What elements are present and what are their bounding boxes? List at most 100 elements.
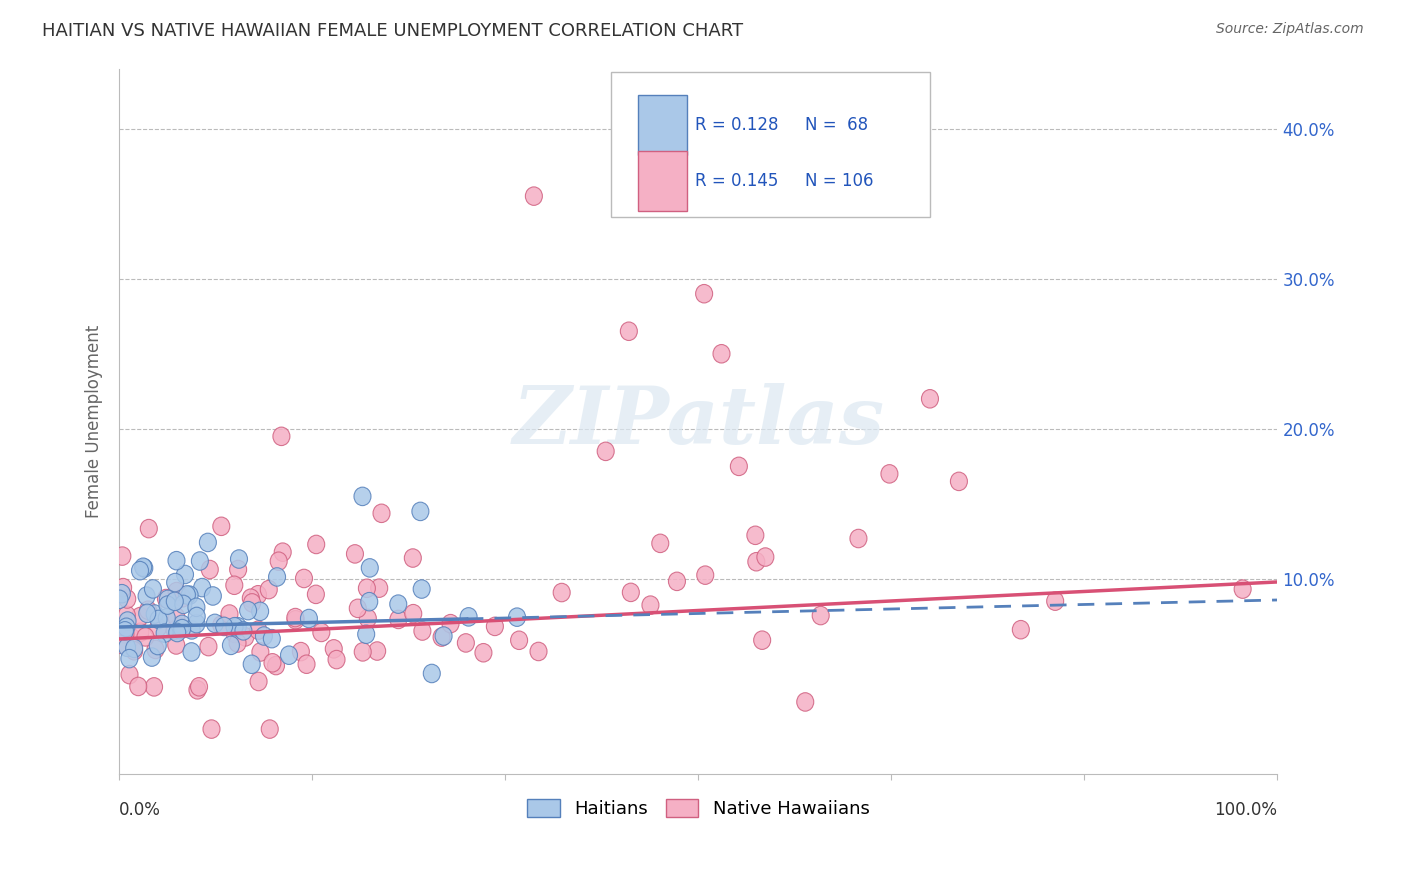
Ellipse shape [314,624,330,641]
FancyBboxPatch shape [638,95,686,155]
Ellipse shape [166,621,183,640]
Ellipse shape [623,583,640,601]
Ellipse shape [389,595,406,614]
Ellipse shape [260,581,277,599]
Ellipse shape [371,579,388,598]
Ellipse shape [530,642,547,661]
Ellipse shape [194,578,211,597]
Text: 100.0%: 100.0% [1215,801,1278,819]
Ellipse shape [250,621,267,640]
Ellipse shape [526,187,543,205]
Ellipse shape [129,677,146,696]
Ellipse shape [433,628,450,647]
Ellipse shape [132,623,149,641]
Ellipse shape [117,624,134,643]
Ellipse shape [252,602,269,621]
Ellipse shape [181,586,198,605]
Ellipse shape [1012,621,1029,639]
Ellipse shape [212,615,229,634]
Ellipse shape [118,618,135,637]
Text: N = 106: N = 106 [804,172,873,190]
Ellipse shape [117,622,134,640]
Ellipse shape [172,620,188,639]
Ellipse shape [169,582,186,601]
Ellipse shape [713,344,730,363]
Ellipse shape [159,591,176,608]
Ellipse shape [354,642,371,661]
Text: R = 0.128: R = 0.128 [695,116,779,134]
Ellipse shape [325,640,342,658]
Ellipse shape [748,552,765,571]
Y-axis label: Female Unemployment: Female Unemployment [86,325,103,518]
Ellipse shape [730,457,748,475]
Ellipse shape [149,636,166,655]
Ellipse shape [143,648,160,666]
Ellipse shape [121,665,138,684]
Ellipse shape [1046,592,1064,610]
Ellipse shape [159,596,176,615]
Ellipse shape [191,552,208,570]
Ellipse shape [229,617,246,636]
Ellipse shape [267,657,284,675]
Ellipse shape [157,590,174,607]
Ellipse shape [229,560,246,579]
Ellipse shape [226,624,243,643]
Ellipse shape [179,586,195,604]
Ellipse shape [308,535,325,554]
Ellipse shape [287,610,304,629]
Ellipse shape [111,590,128,608]
Ellipse shape [118,638,135,657]
Ellipse shape [121,649,138,668]
Text: 0.0%: 0.0% [120,801,162,819]
Text: ZIPatlas: ZIPatlas [512,383,884,460]
Ellipse shape [412,502,429,521]
Ellipse shape [200,638,217,656]
Ellipse shape [174,589,191,607]
Ellipse shape [188,681,205,699]
Ellipse shape [301,609,318,628]
Ellipse shape [156,624,173,642]
Ellipse shape [754,631,770,649]
Ellipse shape [413,622,430,640]
Ellipse shape [188,615,205,633]
Ellipse shape [486,617,503,636]
Ellipse shape [149,618,167,637]
Ellipse shape [167,636,184,654]
Ellipse shape [202,720,219,739]
Ellipse shape [950,472,967,491]
Ellipse shape [813,607,830,624]
Ellipse shape [226,617,243,636]
Ellipse shape [756,548,773,566]
Ellipse shape [747,526,763,544]
Ellipse shape [115,578,132,597]
Ellipse shape [188,607,205,625]
Ellipse shape [139,604,156,623]
Ellipse shape [167,551,186,570]
Legend: Haitians, Native Hawaiians: Haitians, Native Hawaiians [520,791,877,825]
Ellipse shape [423,665,440,682]
Ellipse shape [212,517,229,535]
Ellipse shape [292,642,309,661]
Ellipse shape [405,549,422,567]
Ellipse shape [243,594,260,612]
Ellipse shape [357,625,374,643]
Ellipse shape [249,585,267,604]
Ellipse shape [652,534,669,553]
Ellipse shape [509,608,526,626]
Ellipse shape [274,543,291,561]
Ellipse shape [252,643,269,661]
Ellipse shape [256,627,273,645]
Ellipse shape [136,558,153,577]
Ellipse shape [222,636,239,655]
Ellipse shape [413,580,430,599]
Ellipse shape [373,504,389,523]
Text: N =  68: N = 68 [804,116,868,134]
Ellipse shape [229,634,246,652]
Ellipse shape [177,566,194,583]
Ellipse shape [148,640,165,658]
Ellipse shape [389,610,406,629]
Ellipse shape [270,552,287,571]
Ellipse shape [243,655,260,673]
Ellipse shape [167,574,184,591]
Ellipse shape [146,678,163,696]
